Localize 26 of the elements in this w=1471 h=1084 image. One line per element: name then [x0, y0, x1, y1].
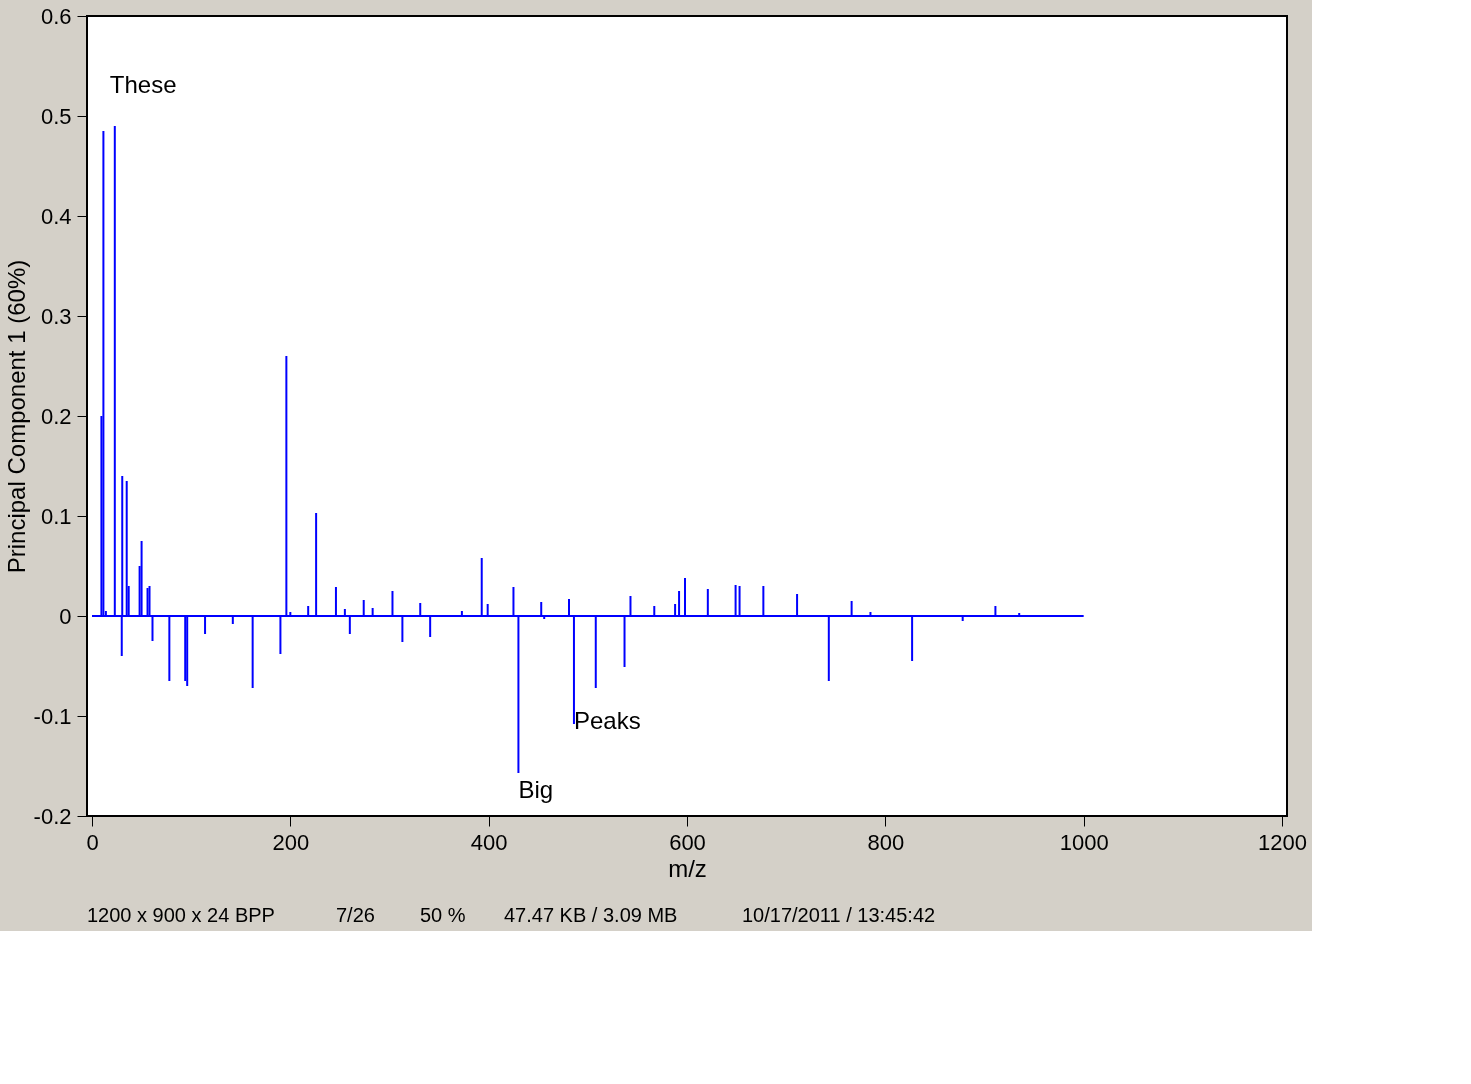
text: 1200 x 900 x 24 BPP — [87, 904, 275, 926]
x-tick-label: 1000 — [1059, 829, 1109, 855]
text: 47.47 KB / 3.09 MB — [504, 904, 678, 926]
x-tick-label: 400 — [470, 829, 508, 855]
y-tick-label: -0.2 — [33, 803, 72, 829]
text: 50 % — [420, 904, 466, 926]
y-tick-label: 0.3 — [40, 303, 72, 329]
y-tick-label: 0.1 — [40, 503, 72, 529]
text: 10/17/2011 / 13:45:42 — [742, 904, 936, 926]
annotation: Peaks — [573, 707, 641, 734]
y-tick-label: 0.2 — [40, 403, 72, 429]
text: 7/26 — [336, 904, 375, 926]
y-tick-label: 0.6 — [40, 3, 72, 29]
y-tick-label: 0 — [59, 603, 72, 629]
y-tick-label: 0.5 — [40, 103, 72, 129]
x-tick-label: 0 — [86, 829, 99, 855]
y-tick-label: 0.4 — [40, 203, 72, 229]
x-tick-label: 200 — [272, 829, 310, 855]
y-axis-title: Principal Component 1 (60%) — [2, 259, 30, 574]
x-tick-label: 600 — [669, 829, 706, 855]
annotation: Big — [518, 776, 554, 803]
y-tick-label: -0.1 — [33, 703, 72, 729]
annotation: These — [109, 71, 177, 98]
x-tick-label: 800 — [867, 829, 905, 855]
x-axis-title: m/z — [668, 854, 707, 882]
x-tick-label: 1200 — [1258, 829, 1307, 855]
